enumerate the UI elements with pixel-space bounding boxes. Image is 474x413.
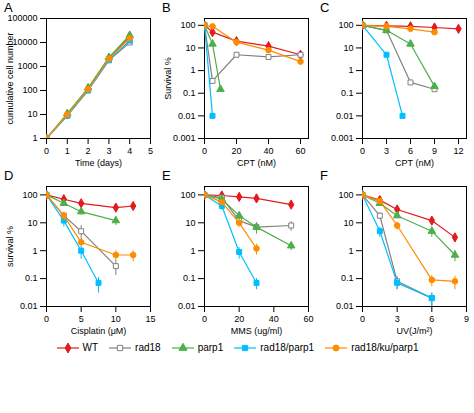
svg-text:12: 12 (453, 146, 463, 156)
svg-text:1: 1 (190, 246, 195, 256)
svg-text:5: 5 (79, 314, 84, 324)
svg-text:0: 0 (360, 146, 365, 156)
svg-text:15: 15 (145, 314, 155, 324)
svg-text:0.01: 0.01 (178, 301, 196, 311)
svg-text:0.001: 0.001 (331, 133, 354, 143)
svg-text:UV(J/m²): UV(J/m²) (397, 326, 433, 336)
svg-text:1: 1 (65, 146, 70, 156)
svg-text:5: 5 (148, 146, 153, 156)
svg-text:10: 10 (185, 218, 195, 228)
svg-text:100: 100 (180, 20, 195, 30)
svg-text:0.01: 0.01 (336, 301, 354, 311)
html-text:A: A (4, 0, 13, 15)
svg-text:10: 10 (27, 218, 37, 228)
svg-text:60: 60 (295, 146, 305, 156)
svg-text:CPT (nM): CPT (nM) (237, 158, 276, 168)
svg-text:10: 10 (185, 43, 195, 53)
svg-text:6: 6 (429, 314, 434, 324)
svg-text:0.01: 0.01 (336, 111, 354, 121)
svg-text:1: 1 (348, 65, 353, 75)
svg-text:10: 10 (343, 218, 353, 228)
svg-text:1: 1 (190, 65, 195, 75)
svg-text:0: 0 (44, 146, 49, 156)
svg-text:1: 1 (32, 246, 37, 256)
html-text:C: C (320, 0, 330, 15)
svg-text:40: 40 (263, 146, 273, 156)
html-text:WT: WT (82, 342, 99, 353)
svg-text:3: 3 (384, 146, 389, 156)
html-text:rad18: rad18 (135, 342, 161, 353)
svg-text:0: 0 (360, 314, 365, 324)
svg-text:Survival %: Survival % (163, 57, 173, 100)
svg-text:MMS (ug/ml): MMS (ug/ml) (231, 326, 283, 336)
svg-text:9: 9 (464, 314, 469, 324)
svg-text:Time (days): Time (days) (75, 158, 122, 168)
html-text:parp1: parp1 (197, 342, 224, 353)
svg-text:cumulative cell number: cumulative cell number (5, 32, 15, 124)
svg-text:3: 3 (395, 314, 400, 324)
svg-text:9: 9 (432, 146, 437, 156)
html-text:rad18/parp1: rad18/parp1 (260, 342, 315, 353)
svg-text:0.1: 0.1 (25, 273, 38, 283)
svg-text:1: 1 (32, 133, 37, 143)
svg-text:2: 2 (86, 146, 91, 156)
svg-text:10000: 10000 (12, 37, 37, 47)
svg-text:100: 100 (338, 20, 353, 30)
svg-text:10: 10 (343, 43, 353, 53)
svg-text:10: 10 (27, 109, 37, 119)
svg-text:6: 6 (408, 146, 413, 156)
svg-text:60: 60 (303, 314, 313, 324)
html-text:F: F (320, 168, 328, 183)
svg-text:0.01: 0.01 (20, 301, 38, 311)
svg-text:0: 0 (202, 314, 207, 324)
svg-text:20: 20 (231, 146, 241, 156)
svg-text:100: 100 (22, 85, 37, 95)
svg-text:0: 0 (44, 314, 49, 324)
svg-text:100: 100 (338, 190, 353, 200)
svg-text:40: 40 (269, 314, 279, 324)
svg-text:20: 20 (234, 314, 244, 324)
svg-text:0.1: 0.1 (183, 88, 196, 98)
svg-text:0.001: 0.001 (173, 133, 196, 143)
svg-text:100: 100 (22, 190, 37, 200)
svg-text:survival %: survival % (5, 226, 15, 267)
svg-text:Cisplatin (μM): Cisplatin (μM) (71, 326, 127, 336)
svg-text:0.01: 0.01 (178, 111, 196, 121)
svg-text:0.1: 0.1 (183, 273, 196, 283)
svg-text:100: 100 (180, 190, 195, 200)
svg-text:1000: 1000 (17, 61, 37, 71)
svg-text:3: 3 (106, 146, 111, 156)
svg-text:4: 4 (127, 146, 132, 156)
svg-text:0: 0 (202, 146, 207, 156)
svg-text:0.1: 0.1 (341, 88, 354, 98)
html-text:D: D (4, 168, 14, 183)
html-text:rad18/ku/parp1: rad18/ku/parp1 (351, 342, 419, 353)
svg-text:1: 1 (348, 246, 353, 256)
svg-text:100000: 100000 (7, 13, 38, 24)
svg-text:CPT (nM): CPT (nM) (395, 158, 434, 168)
svg-text:0.1: 0.1 (341, 273, 354, 283)
html-text:E: E (162, 168, 171, 183)
html-text:B: B (162, 0, 171, 15)
svg-text:10: 10 (111, 314, 121, 324)
